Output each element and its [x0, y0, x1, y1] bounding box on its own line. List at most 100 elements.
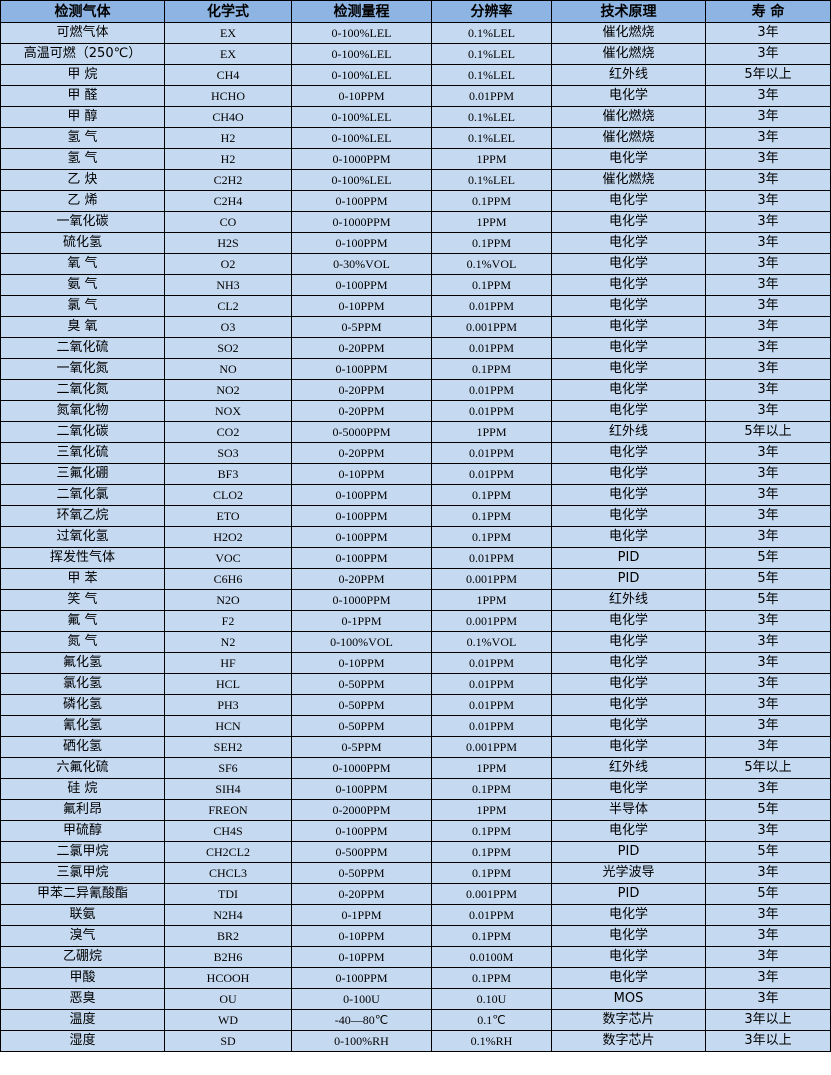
cell-formula: NH3	[164, 274, 292, 296]
cell-gas: 过氧化氢	[0, 526, 165, 548]
cell-lifetime: 3年	[705, 484, 831, 506]
cell-principle: 催化燃烧	[551, 127, 706, 149]
cell-lifetime: 3年	[705, 904, 831, 926]
cell-principle: PID	[551, 547, 706, 569]
cell-resolution: 0.1PPM	[431, 925, 552, 947]
cell-resolution: 0.001PPM	[431, 610, 552, 632]
cell-resolution: 1PPM	[431, 589, 552, 611]
cell-resolution: 1PPM	[431, 799, 552, 821]
cell-lifetime: 3年	[705, 295, 831, 317]
cell-gas: 乙 烯	[0, 190, 165, 212]
cell-formula: CH2CL2	[164, 841, 292, 863]
cell-lifetime: 5年	[705, 799, 831, 821]
cell-resolution: 0.1%LEL	[431, 22, 552, 44]
cell-principle: 电化学	[551, 211, 706, 233]
cell-resolution: 1PPM	[431, 211, 552, 233]
cell-formula: OU	[164, 988, 292, 1010]
cell-range: 0-5000PPM	[291, 421, 432, 443]
cell-lifetime: 3年	[705, 694, 831, 716]
table-row: 高温可燃（250℃） EX 0-100%LEL 0.1%LEL 催化燃烧 3年	[0, 43, 831, 65]
cell-resolution: 0.01PPM	[431, 337, 552, 359]
cell-range: 0-1000PPM	[291, 589, 432, 611]
cell-principle: 电化学	[551, 190, 706, 212]
cell-lifetime: 3年	[705, 631, 831, 653]
table-row: 氢 气 H2 0-1000PPM 1PPM 电化学 3年	[0, 148, 831, 170]
cell-range: 0-10PPM	[291, 295, 432, 317]
cell-resolution: 0.1%VOL	[431, 253, 552, 275]
cell-range: 0-20PPM	[291, 883, 432, 905]
cell-principle: 电化学	[551, 694, 706, 716]
table-row: 二氧化硫 SO2 0-20PPM 0.01PPM 电化学 3年	[0, 337, 831, 359]
cell-lifetime: 3年	[705, 337, 831, 359]
cell-formula: SO2	[164, 337, 292, 359]
cell-resolution: 0.001PPM	[431, 736, 552, 758]
cell-gas: 二氧化硫	[0, 337, 165, 359]
cell-range: 0-50PPM	[291, 694, 432, 716]
cell-formula: EX	[164, 22, 292, 44]
cell-range: -40—80℃	[291, 1009, 432, 1031]
cell-formula: HCL	[164, 673, 292, 695]
table-row: 三氯甲烷 CHCL3 0-50PPM 0.1PPM 光学波导 3年	[0, 862, 831, 884]
cell-formula: HCOOH	[164, 967, 292, 989]
cell-principle: 电化学	[551, 85, 706, 107]
cell-resolution: 0.1PPM	[431, 841, 552, 863]
cell-resolution: 0.1PPM	[431, 274, 552, 296]
table-row: 硫化氢 H2S 0-100PPM 0.1PPM 电化学 3年	[0, 232, 831, 254]
cell-range: 0-100%LEL	[291, 169, 432, 191]
cell-lifetime: 5年	[705, 568, 831, 590]
cell-resolution: 0.1%LEL	[431, 127, 552, 149]
table-row: 氯 气 CL2 0-10PPM 0.01PPM 电化学 3年	[0, 295, 831, 317]
cell-gas: 溴气	[0, 925, 165, 947]
cell-principle: 电化学	[551, 484, 706, 506]
cell-resolution: 0.0100M	[431, 946, 552, 968]
cell-lifetime: 3年以上	[705, 1009, 831, 1031]
cell-gas: 三氟化硼	[0, 463, 165, 485]
cell-formula: CH4	[164, 64, 292, 86]
cell-resolution: 0.1PPM	[431, 484, 552, 506]
cell-gas: 甲酸	[0, 967, 165, 989]
cell-lifetime: 5年	[705, 589, 831, 611]
table-row: 过氧化氢 H2O2 0-100PPM 0.1PPM 电化学 3年	[0, 526, 831, 548]
cell-resolution: 0.1PPM	[431, 526, 552, 548]
table-row: 臭 氧 O3 0-5PPM 0.001PPM 电化学 3年	[0, 316, 831, 338]
cell-gas: 氯化氢	[0, 673, 165, 695]
table-row: 氢 气 H2 0-100%LEL 0.1%LEL 催化燃烧 3年	[0, 127, 831, 149]
cell-resolution: 0.01PPM	[431, 715, 552, 737]
cell-resolution: 0.1%RH	[431, 1030, 552, 1052]
cell-range: 0-20PPM	[291, 337, 432, 359]
cell-lifetime: 3年	[705, 43, 831, 65]
cell-formula: HCN	[164, 715, 292, 737]
cell-principle: 电化学	[551, 442, 706, 464]
cell-principle: 红外线	[551, 589, 706, 611]
cell-range: 0-100%LEL	[291, 22, 432, 44]
cell-principle: 电化学	[551, 148, 706, 170]
cell-lifetime: 3年	[705, 127, 831, 149]
cell-range: 0-100PPM	[291, 274, 432, 296]
cell-lifetime: 3年	[705, 820, 831, 842]
cell-lifetime: 3年	[705, 862, 831, 884]
cell-gas: 联氨	[0, 904, 165, 926]
cell-resolution: 0.01PPM	[431, 400, 552, 422]
cell-gas: 高温可燃（250℃）	[0, 43, 165, 65]
table-row: 挥发性气体 VOC 0-100PPM 0.01PPM PID 5年	[0, 547, 831, 569]
header-range: 检测量程	[291, 0, 432, 23]
cell-gas: 恶臭	[0, 988, 165, 1010]
cell-lifetime: 3年	[705, 652, 831, 674]
cell-resolution: 0.1PPM	[431, 778, 552, 800]
cell-formula: N2	[164, 631, 292, 653]
table-row: 氟利昂 FREON 0-2000PPM 1PPM 半导体 5年	[0, 799, 831, 821]
cell-lifetime: 3年	[705, 610, 831, 632]
cell-lifetime: 3年	[705, 400, 831, 422]
cell-lifetime: 3年	[705, 211, 831, 233]
cell-resolution: 0.1%LEL	[431, 64, 552, 86]
cell-principle: 电化学	[551, 925, 706, 947]
cell-lifetime: 3年	[705, 190, 831, 212]
cell-principle: 电化学	[551, 526, 706, 548]
cell-formula: WD	[164, 1009, 292, 1031]
table-row: 磷化氢 PH3 0-50PPM 0.01PPM 电化学 3年	[0, 694, 831, 716]
cell-principle: 催化燃烧	[551, 106, 706, 128]
cell-principle: 电化学	[551, 358, 706, 380]
cell-formula: F2	[164, 610, 292, 632]
cell-lifetime: 5年	[705, 547, 831, 569]
table-row: 甲 烷 CH4 0-100%LEL 0.1%LEL 红外线 5年以上	[0, 64, 831, 86]
